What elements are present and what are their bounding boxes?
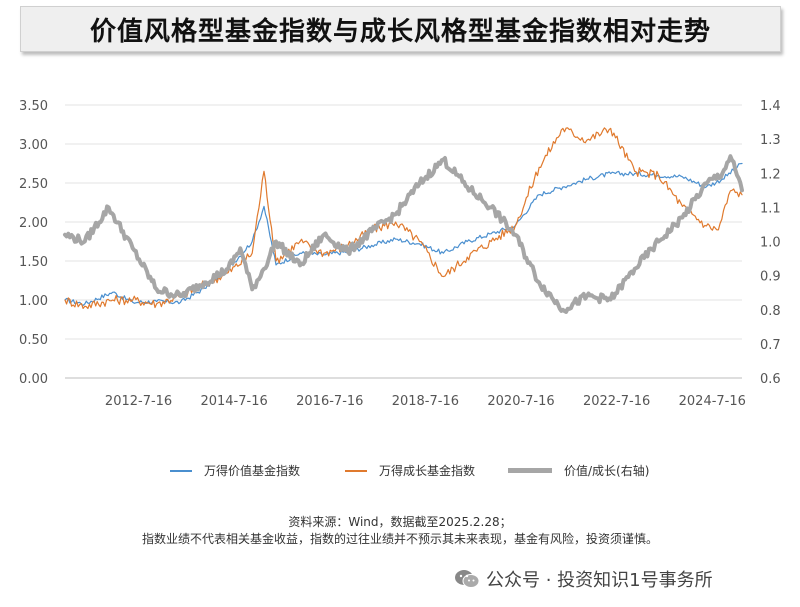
chart-legend: 万得价值基金指数 万得成长基金指数 价值/成长(右轴) xyxy=(0,462,800,482)
y-left-tick-label: 3.00 xyxy=(19,138,48,153)
line-chart: 0.00 0.50 1.00 1.50 2.00 2.50 3.00 3.50 0.6 0.7 0.… xyxy=(19,99,781,409)
y-right-tick-label: 1.0 xyxy=(760,236,781,251)
y-right-tick-label: 0.9 xyxy=(760,270,781,285)
series-line-ratio xyxy=(63,154,744,314)
x-tick-label: 2014-7-16 xyxy=(200,394,267,409)
y-right-tick-label: 1.4 xyxy=(760,99,781,114)
x-tick-label: 2016-7-16 xyxy=(296,394,363,409)
source-note: 资料来源：Wind，数据截至2025.2.28； 指数业绩不代表相关基金收益，指… xyxy=(0,514,800,548)
legend-swatch-growth xyxy=(345,469,367,472)
y-left-tick-label: 2.50 xyxy=(19,177,48,192)
legend-item-value: 万得价值基金指数 xyxy=(170,462,300,479)
y-right-tick-label: 1.3 xyxy=(760,133,781,148)
legend-label-value: 万得价值基金指数 xyxy=(204,464,301,478)
x-tick-label: 2020-7-16 xyxy=(487,394,554,409)
legend-label-growth: 万得成长基金指数 xyxy=(379,464,476,478)
y-left-tick-label: 2.00 xyxy=(19,216,48,231)
legend-label-ratio: 价值/成长(右轴) xyxy=(564,464,650,478)
y-right-tick-label: 0.6 xyxy=(760,372,781,387)
chart-title: 价值风格型基金指数与成长风格型基金指数相对走势 xyxy=(89,16,711,47)
x-tick-label: 2022-7-16 xyxy=(583,394,650,409)
y-right-tick-label: 1.1 xyxy=(760,201,781,216)
y-left-tick-label: 3.50 xyxy=(19,99,48,114)
series-line-value xyxy=(64,162,743,306)
chart-title-box: 价值风格型基金指数与成长风格型基金指数相对走势 xyxy=(20,6,781,52)
x-tick-label: 2012-7-16 xyxy=(105,394,172,409)
x-tick-label: 2018-7-16 xyxy=(392,394,459,409)
x-tick-label: 2024-7-16 xyxy=(679,394,746,409)
legend-swatch-value xyxy=(170,469,192,472)
y-right-tick-label: 0.7 xyxy=(760,338,781,353)
legend-item-ratio: 价值/成长(右轴) xyxy=(508,462,649,479)
y-right-tick-label: 0.8 xyxy=(760,304,781,319)
watermark: 公众号 · 投资知识1号事务所 xyxy=(454,566,713,592)
source-line-1: 资料来源：Wind，数据截至2025.2.28； xyxy=(288,515,512,529)
y-left-tick-label: 0.50 xyxy=(19,333,48,348)
legend-swatch-ratio xyxy=(508,468,552,473)
y-left-tick-label: 1.50 xyxy=(19,255,48,270)
y-right-tick-label: 1.2 xyxy=(760,167,781,182)
y-left-tick-label: 0.00 xyxy=(19,372,48,387)
disclaimer-line: 指数业绩不代表相关基金收益，指数的过往业绩并不预示其未来表现，基金有风险，投资须… xyxy=(141,532,658,546)
series-line-growth xyxy=(64,127,743,310)
watermark-text: 公众号 · 投资知识1号事务所 xyxy=(486,570,713,591)
wechat-icon xyxy=(455,570,480,588)
legend-item-growth: 万得成长基金指数 xyxy=(345,462,475,479)
y-left-tick-label: 1.00 xyxy=(19,294,48,309)
